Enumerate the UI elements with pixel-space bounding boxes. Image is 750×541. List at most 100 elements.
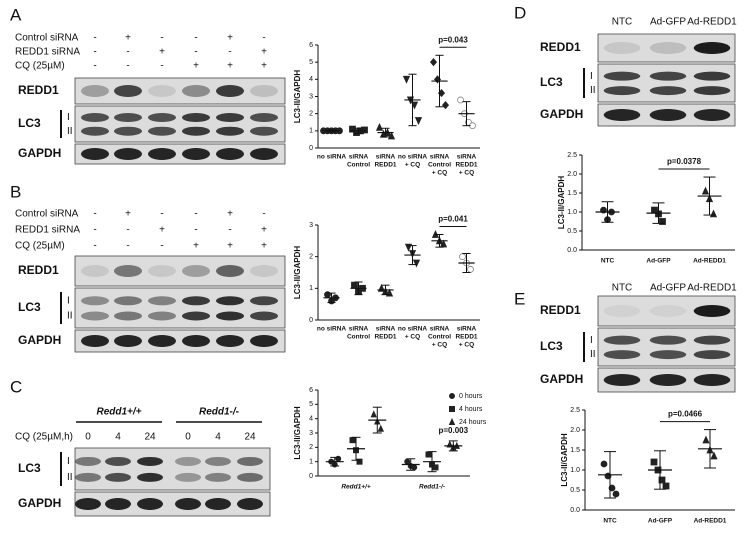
- blot: [597, 63, 736, 103]
- treatment-label: CQ (25µM): [15, 241, 65, 252]
- y-tick-label: 0.0: [567, 247, 577, 254]
- blot: [74, 287, 286, 329]
- x-tick-label: Redd1+/+: [341, 484, 370, 491]
- x-tick-label: no siRNA: [398, 326, 428, 333]
- band: [649, 335, 687, 345]
- legend-label: 0 hours: [459, 393, 483, 400]
- x-tick-label: + CQ: [459, 170, 474, 177]
- treatment-sign: -: [126, 47, 129, 58]
- band: [649, 305, 687, 317]
- lc3-form: I: [67, 112, 70, 123]
- point: [411, 464, 418, 471]
- treatment-sign: -: [93, 61, 96, 72]
- treatment-sign: -: [160, 33, 163, 44]
- treatment-sign: +: [227, 241, 233, 252]
- band: [182, 126, 210, 136]
- y-tick-label: 2.0: [570, 427, 580, 434]
- blot-label: GAPDH: [18, 146, 61, 160]
- treatment-sign: +: [125, 33, 131, 44]
- treatment-label: CQ (25µM): [15, 61, 65, 72]
- y-tick-label: 1.5: [567, 190, 577, 197]
- band: [693, 109, 731, 121]
- panel-label: E: [514, 289, 525, 308]
- band: [81, 113, 109, 123]
- band: [649, 86, 687, 96]
- lc3-form: I: [590, 71, 593, 82]
- band: [105, 472, 131, 482]
- point: [600, 460, 608, 468]
- band: [693, 42, 731, 54]
- point: [375, 122, 384, 131]
- treatment-sign: +: [159, 47, 165, 58]
- lc3-form: II: [67, 311, 73, 322]
- blot-label: REDD1: [18, 263, 59, 277]
- y-tick-label: 0.5: [567, 228, 577, 235]
- band: [649, 350, 687, 360]
- treatment-sign: -: [93, 225, 96, 236]
- legend-label: 24 hours: [459, 419, 487, 426]
- x-tick-label: Ad-REDD1: [693, 258, 726, 265]
- blot: [74, 77, 286, 105]
- band: [649, 109, 687, 121]
- band: [148, 148, 176, 160]
- treatment-sign: -: [93, 33, 96, 44]
- blot-label: LC3: [540, 75, 563, 89]
- x-tick-label: NTC: [603, 518, 617, 525]
- point: [658, 476, 666, 484]
- band: [216, 113, 244, 123]
- treatment-sign: 24: [244, 432, 256, 443]
- treatment-sign: +: [261, 225, 267, 236]
- point: [387, 131, 396, 140]
- band: [114, 85, 142, 97]
- p-value: p=0.043: [438, 35, 468, 44]
- treatment-sign: +: [227, 209, 233, 220]
- x-tick-label: + CQ: [432, 170, 447, 177]
- band: [148, 335, 176, 347]
- lc3-form: II: [590, 349, 596, 360]
- band: [250, 126, 278, 136]
- x-tick-label: + CQ: [405, 334, 420, 341]
- y-tick-label: 1: [309, 285, 313, 292]
- treatment-sign: +: [261, 241, 267, 252]
- x-tick-label: Ad-REDD1: [694, 518, 727, 525]
- y-tick-label: 5: [309, 59, 313, 66]
- band: [148, 296, 176, 306]
- point: [377, 424, 385, 432]
- band: [81, 126, 109, 136]
- point: [702, 435, 710, 444]
- point: [701, 186, 710, 195]
- x-tick-label: Control: [428, 162, 451, 169]
- band: [693, 86, 731, 96]
- point: [349, 437, 356, 444]
- point: [441, 100, 450, 110]
- point: [370, 410, 378, 418]
- y-tick-label: 2: [309, 444, 313, 451]
- band: [114, 335, 142, 347]
- band: [216, 335, 244, 347]
- treatment-sign: +: [261, 47, 267, 58]
- band: [75, 472, 101, 482]
- blot-label: REDD1: [540, 303, 581, 317]
- band: [175, 456, 201, 466]
- lane-label: Ad-REDD1: [687, 283, 737, 294]
- band: [205, 498, 231, 510]
- x-tick-label: siRNA: [376, 154, 396, 161]
- blot-label: LC3: [18, 116, 41, 130]
- band: [175, 472, 201, 482]
- band: [175, 498, 201, 510]
- y-tick-label: 2.5: [570, 407, 580, 414]
- y-tick-label: 0: [309, 473, 313, 480]
- legend-marker: [448, 392, 455, 399]
- y-tick-label: 3: [309, 222, 313, 229]
- blot-label: GAPDH: [540, 372, 583, 386]
- treatment-sign: 0: [185, 432, 191, 443]
- y-tick-label: 4: [309, 76, 313, 83]
- blot-label: LC3: [540, 339, 563, 353]
- p-value: p=0.0378: [667, 157, 702, 166]
- band: [148, 311, 176, 321]
- lc3-form: II: [67, 126, 73, 137]
- treatment-sign: -: [194, 225, 197, 236]
- band: [603, 335, 641, 345]
- treatment-sign: +: [227, 33, 233, 44]
- lane-label: Ad-GFP: [650, 17, 686, 28]
